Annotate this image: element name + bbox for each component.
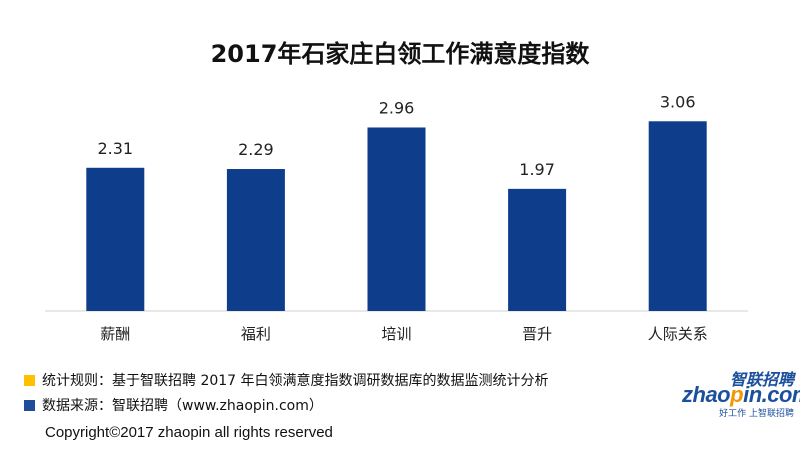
bar-1 [226,169,285,311]
logo-en-text: zhaopin.com [682,382,800,407]
rule-note: 统计规则：基于智联招聘 2017 年白领满意度指数调研数据库的数据监测统计分析 [24,370,549,390]
bar-chart: 2.31 薪酬 2.29 福利 2.96 培训 1.97 晋升 3.06 人际关系 [45,92,748,343]
source-text: 数据来源：智联招聘（www.zhaopin.com） [42,398,323,414]
bar-4 [648,121,707,311]
rule-text: 统计规则：基于智联招聘 2017 年白领满意度指数调研数据库的数据监测统计分析 [42,373,549,389]
bar-2 [367,127,426,311]
logo-tagline: 好工作 上智联招聘 [719,409,794,419]
logo-cn-text: 智联招聘 [729,370,794,389]
category-label-1: 福利 [241,325,271,343]
copyright-text: Copyright©2017 zhaopin all rights reserv… [45,424,333,441]
source-legend-square [24,399,35,411]
zhaopin-logo: 智联招聘 zhaopin.com 好工作 上智联招聘 [680,366,800,419]
value-label-4: 3.06 [660,92,696,111]
bar-0 [86,167,145,311]
value-label-2: 2.96 [379,98,415,117]
bar-3 [508,188,567,311]
category-label-0: 薪酬 [100,325,130,343]
value-label-0: 2.31 [97,139,133,158]
category-label-2: 培训 [381,325,411,343]
value-label-3: 1.97 [519,160,555,179]
rule-legend-square [24,374,35,386]
chart-title: 2017年石家庄白领工作满意度指数 [210,40,590,68]
source-note: 数据来源：智联招聘（www.zhaopin.com） [24,395,323,415]
category-label-4: 人际关系 [648,325,708,343]
value-label-1: 2.29 [238,140,274,159]
category-label-3: 晋升 [522,325,552,343]
